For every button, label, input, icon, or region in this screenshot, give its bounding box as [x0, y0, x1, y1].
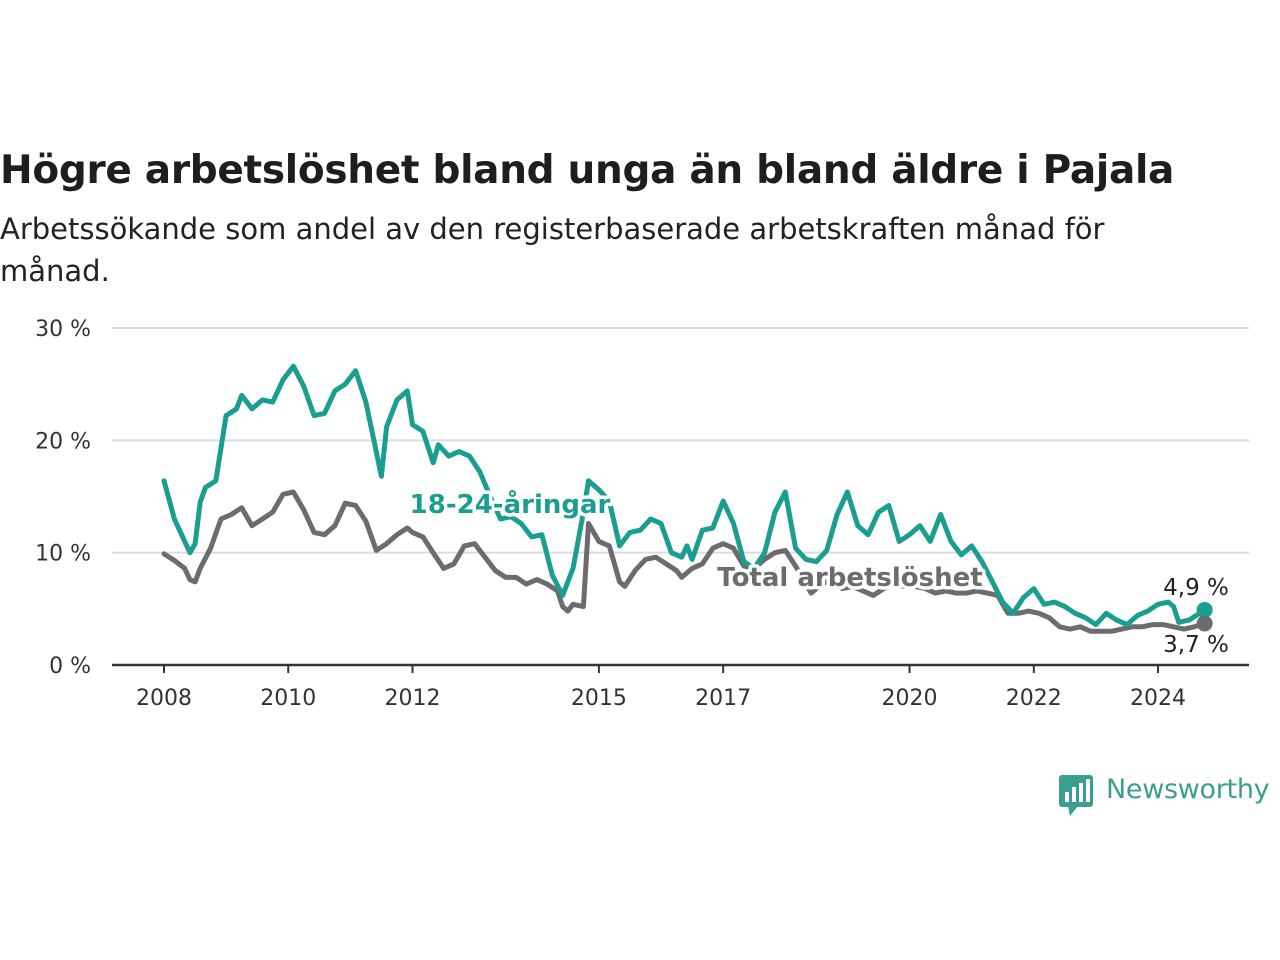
series-lines	[161, 363, 1208, 634]
series-label-total: Total arbetslöshet	[717, 563, 982, 593]
series-labels: 18-24-åringar Total arbetslöshet	[406, 485, 986, 597]
x-tick-label: 2017	[695, 686, 751, 711]
y-tick-label: 20 %	[35, 429, 91, 454]
end-value-labels: 4,9 % 3,7 %	[1160, 572, 1232, 661]
series-line	[161, 363, 1208, 628]
chart-subtitle: Arbetssökande som andel av den registerb…	[0, 212, 1105, 288]
y-tick-label: 0 %	[49, 654, 91, 679]
series-line	[161, 489, 1208, 634]
end-markers	[1196, 601, 1213, 632]
x-tick-label: 2020	[882, 686, 938, 711]
x-tick-label: 2024	[1130, 686, 1186, 711]
x-axis: 2008 2010 2012 2015 2017 2020 2022 2024	[112, 663, 1249, 711]
end-point-marker	[1196, 615, 1213, 632]
end-label-total: 3,7 %	[1163, 632, 1229, 658]
x-tick-label: 2015	[571, 686, 627, 711]
y-axis-ticks: 0 % 10 % 20 % 30 %	[35, 317, 91, 679]
gridlines	[112, 327, 1249, 554]
line-chart: 0 % 10 % 20 % 30 % 2008 2010 2012 2015 2017 2020…	[35, 317, 1249, 711]
end-label-young: 4,9 %	[1163, 575, 1229, 601]
y-tick-label: 10 %	[35, 542, 91, 567]
y-tick-label: 30 %	[35, 317, 91, 342]
x-tick-label: 2022	[1006, 686, 1062, 711]
newsworthy-logo-icon	[1059, 775, 1093, 816]
brand: Newsworthy	[1058, 772, 1278, 820]
brand-name: Newsworthy	[1106, 774, 1270, 805]
chart-title: Högre arbetslöshet bland unga än bland ä…	[0, 148, 1175, 193]
x-tick-label: 2012	[385, 686, 441, 711]
x-tick-label: 2008	[136, 686, 192, 711]
x-tick-label: 2010	[260, 686, 316, 711]
end-point-marker	[1196, 601, 1213, 618]
series-label-young: 18-24-åringar	[410, 488, 611, 520]
